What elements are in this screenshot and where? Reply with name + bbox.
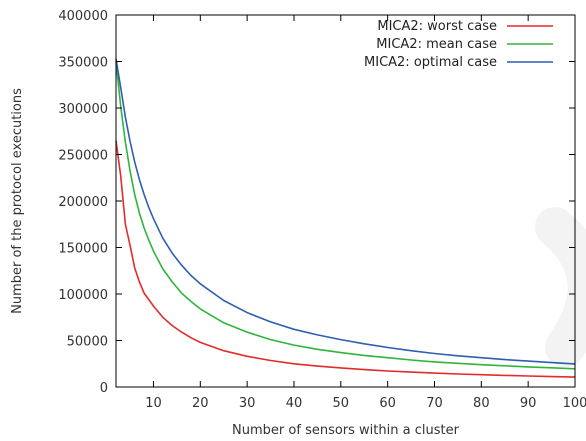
series-line-1 [115,61,576,370]
y-axis-label: Number of the protocol executions [10,88,25,314]
y-tick-label: 150000 [58,242,108,257]
x-tick-label: 100 [563,396,586,411]
y-tick-label: 100000 [58,288,108,303]
y-tick-label: 200000 [58,195,108,210]
x-tick-label: 60 [379,396,396,411]
y-tick-label: 400000 [58,9,108,24]
x-tick-label: 70 [426,396,443,411]
y-tick-label: 350000 [58,56,108,71]
watermark-shape [535,207,586,367]
plot-frame [115,14,576,388]
legend-label: MICA2: mean case [376,37,497,52]
y-tick-label: 50000 [67,335,108,350]
x-tick-label: 20 [192,396,209,411]
legend-label: MICA2: worst case [377,19,497,34]
axes: 0 50000 100000 150000 200000 250000 300000 3500… [58,9,586,411]
x-tick-label: 10 [145,396,162,411]
legend-label: MICA2: optimal case [364,55,497,70]
y-tick-label: 0 [100,381,108,396]
x-tick-label: 80 [473,396,490,411]
x-axis-label: Number of sensors within a cluster [232,423,460,438]
plot-area [115,58,586,378]
x-tick-label: 50 [333,396,350,411]
legend: MICA2: worst case MICA2: mean case MICA2: … [364,19,553,70]
x-tick-label: 30 [239,396,256,411]
y-tick-label: 250000 [58,149,108,164]
x-tick-label: 90 [520,396,537,411]
series-line-0 [115,140,576,378]
series-line-2 [115,58,576,365]
x-tick-label: 40 [286,396,303,411]
y-tick-label: 300000 [58,102,108,117]
